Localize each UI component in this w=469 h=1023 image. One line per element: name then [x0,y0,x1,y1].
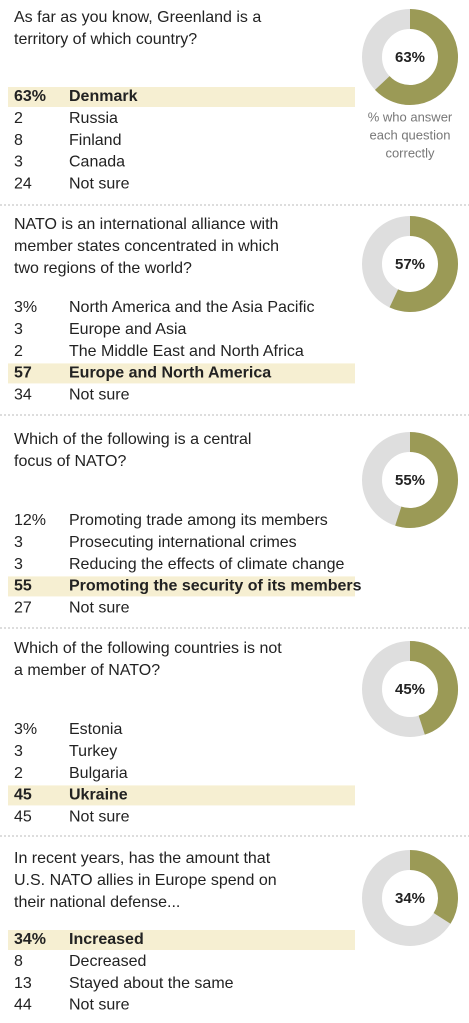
question-text: In recent years, has the amount that [14,850,271,867]
donut-label: 34% [395,890,425,907]
answer-text: The Middle East and North Africa [69,343,304,360]
answer-percent: 2 [14,110,23,127]
answer-text: Reducing the effects of climate change [69,556,345,573]
answer-text: Increased [69,931,144,948]
donut-arc [395,432,458,528]
answer-text: Bulgaria [69,765,128,782]
question-text: U.S. NATO allies in Europe spend on [14,872,277,889]
correct-highlight [8,576,355,597]
answer-percent: 3 [14,321,23,338]
donut-label: 57% [395,256,425,273]
answer-text: Ukraine [69,787,128,804]
question-text: focus of NATO? [14,453,126,470]
answer-percent: 57 [14,365,32,382]
answer-percent: 2 [14,765,23,782]
donut-arc [389,216,458,312]
answer-text: Europe and North America [69,365,271,382]
answer-text: Not sure [69,386,130,403]
donut-arc [375,9,458,105]
answer-text: Prosecuting international crimes [69,534,297,551]
question-text: Which of the following countries is not [14,640,282,657]
donut-arc [409,641,458,735]
answer-percent: 3 [14,534,23,551]
answer-percent: 44 [14,997,32,1014]
answer-text: Finland [69,132,121,149]
question-text: two regions of the world? [14,260,192,277]
answer-text: Not sure [69,599,130,616]
answer-percent: 45 [14,787,32,804]
answer-text: Stayed about the same [69,975,234,992]
answer-percent: 8 [14,953,23,970]
answer-text: North America and the Asia Pacific [69,299,314,316]
answer-text: Estonia [69,721,122,738]
answer-text: Promoting the security of its members [69,578,362,595]
answer-percent: 3% [14,299,37,316]
question-text: territory of which country? [14,31,197,48]
answer-percent: 12% [14,512,46,529]
answer-percent: 8 [14,132,23,149]
answer-percent: 3% [14,721,37,738]
answer-text: Not sure [69,175,130,192]
donut-label: 55% [395,472,425,489]
answer-percent: 45 [14,808,32,825]
answer-text: Russia [69,110,118,127]
answer-text: Canada [69,154,125,171]
answer-text: Europe and Asia [69,321,187,338]
donut-label: 45% [395,681,425,698]
correct-highlight [8,785,355,806]
answer-percent: 63% [14,88,46,105]
answer-percent: 3 [14,743,23,760]
correct-highlight [8,87,355,107]
answer-text: Denmark [69,88,138,105]
question-text: Which of the following is a central [14,431,251,448]
answer-percent: 34% [14,931,46,948]
correct-highlight [8,930,355,950]
answer-percent: 24 [14,175,32,192]
donut-arc [409,850,458,924]
question-text: a member of NATO? [14,662,160,679]
donut-label: 63% [395,49,425,66]
correct-highlight [8,363,355,384]
answer-percent: 2 [14,343,23,360]
answer-text: Promoting trade among its members [69,512,328,529]
answer-text: Not sure [69,808,130,825]
answer-text: Decreased [69,953,146,970]
answer-percent: 13 [14,975,32,992]
question-text: their national defense... [14,894,180,911]
note: correctly [385,145,435,160]
note: % who answer [368,109,453,124]
question-text: member states concentrated in which [14,238,279,255]
answer-percent: 3 [14,154,23,171]
answer-text: Turkey [69,743,117,760]
question-text: NATO is an international alliance with [14,216,278,233]
answer-percent: 55 [14,578,32,595]
answer-text: Not sure [69,997,130,1014]
question-text: As far as you know, Greenland is a [14,9,261,26]
answer-percent: 27 [14,599,32,616]
answer-percent: 34 [14,386,32,403]
answer-percent: 3 [14,556,23,573]
note: each question [370,127,451,142]
